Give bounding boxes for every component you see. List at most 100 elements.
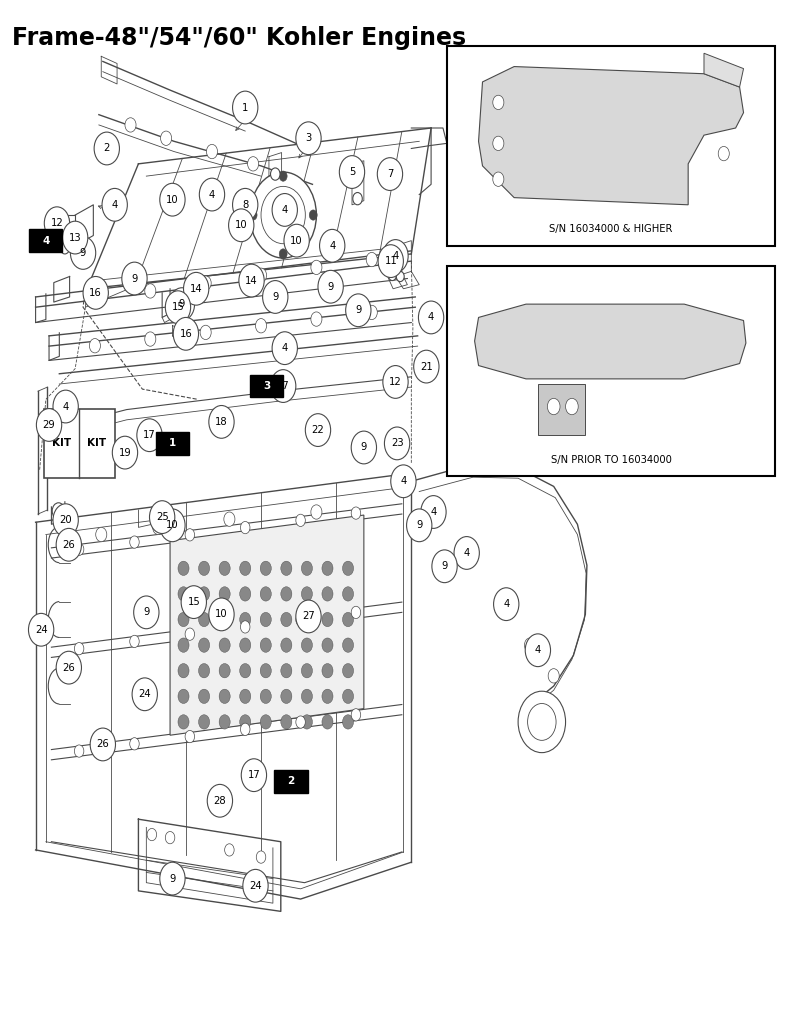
Text: 18: 18: [215, 417, 228, 427]
Circle shape: [132, 678, 157, 711]
Circle shape: [343, 664, 354, 678]
Circle shape: [199, 664, 210, 678]
Circle shape: [718, 146, 729, 161]
Circle shape: [149, 501, 175, 534]
Text: 16: 16: [180, 329, 192, 339]
Circle shape: [322, 561, 333, 575]
Circle shape: [173, 317, 199, 350]
Circle shape: [492, 290, 516, 321]
Text: 4: 4: [392, 251, 399, 261]
Circle shape: [74, 543, 84, 555]
Circle shape: [240, 638, 251, 652]
Text: 29: 29: [43, 420, 55, 430]
Circle shape: [199, 561, 210, 575]
Circle shape: [178, 715, 189, 729]
Circle shape: [219, 638, 230, 652]
Circle shape: [60, 216, 70, 228]
Text: 4: 4: [400, 476, 407, 486]
Bar: [447, 266, 775, 476]
Text: 22: 22: [312, 425, 324, 435]
Circle shape: [407, 509, 432, 542]
Circle shape: [301, 664, 312, 678]
Text: 4: 4: [503, 599, 509, 609]
Circle shape: [153, 520, 164, 535]
Text: 27: 27: [302, 611, 315, 622]
Circle shape: [351, 507, 361, 519]
Text: 12: 12: [51, 218, 63, 228]
Circle shape: [74, 744, 84, 757]
Circle shape: [497, 594, 508, 608]
Circle shape: [200, 326, 211, 340]
Text: 4: 4: [62, 401, 69, 412]
Text: 7: 7: [387, 169, 393, 179]
Circle shape: [309, 210, 317, 220]
Text: 10: 10: [166, 520, 179, 530]
Circle shape: [199, 178, 225, 211]
Text: 11: 11: [384, 256, 397, 266]
Circle shape: [493, 172, 504, 186]
Circle shape: [281, 689, 292, 703]
Circle shape: [238, 195, 244, 203]
Circle shape: [343, 689, 354, 703]
Circle shape: [145, 284, 156, 298]
Circle shape: [199, 689, 210, 703]
Circle shape: [219, 664, 230, 678]
Bar: [250, 375, 283, 397]
Circle shape: [322, 689, 333, 703]
Circle shape: [343, 715, 354, 729]
Text: 9: 9: [131, 273, 138, 284]
Text: 9: 9: [169, 873, 176, 884]
Circle shape: [122, 262, 147, 295]
Circle shape: [279, 171, 287, 181]
Circle shape: [378, 245, 403, 278]
Circle shape: [240, 587, 251, 601]
Circle shape: [178, 664, 189, 678]
Circle shape: [311, 505, 322, 519]
Circle shape: [178, 612, 189, 627]
Circle shape: [296, 514, 305, 526]
Circle shape: [301, 715, 312, 729]
Circle shape: [243, 869, 268, 902]
Circle shape: [281, 561, 292, 575]
Circle shape: [185, 730, 195, 742]
Circle shape: [240, 689, 251, 703]
Circle shape: [318, 270, 343, 303]
Circle shape: [90, 728, 115, 761]
Circle shape: [229, 209, 254, 242]
Text: 4: 4: [282, 205, 288, 215]
Circle shape: [518, 691, 566, 753]
Text: 9: 9: [327, 282, 334, 292]
Circle shape: [102, 188, 127, 221]
Circle shape: [199, 715, 210, 729]
Circle shape: [260, 587, 271, 601]
Circle shape: [125, 118, 136, 132]
Circle shape: [320, 229, 345, 262]
Circle shape: [178, 561, 189, 575]
Circle shape: [383, 366, 408, 398]
Text: 16: 16: [89, 288, 102, 298]
Text: 26: 26: [62, 540, 75, 550]
Circle shape: [322, 715, 333, 729]
Circle shape: [548, 669, 559, 683]
Circle shape: [240, 561, 251, 575]
Text: 19: 19: [119, 447, 131, 458]
Polygon shape: [704, 53, 744, 87]
Text: 4: 4: [428, 312, 434, 323]
Text: 13: 13: [69, 232, 81, 243]
Text: 26: 26: [97, 739, 109, 750]
Circle shape: [240, 723, 250, 735]
Circle shape: [249, 210, 257, 220]
Circle shape: [388, 270, 396, 281]
Circle shape: [199, 638, 210, 652]
Polygon shape: [479, 67, 744, 205]
Circle shape: [301, 612, 312, 627]
Circle shape: [96, 527, 107, 542]
Text: 15: 15: [187, 597, 200, 607]
Circle shape: [36, 409, 62, 441]
Text: 2: 2: [104, 143, 110, 154]
Circle shape: [160, 183, 185, 216]
Circle shape: [281, 715, 292, 729]
Circle shape: [454, 537, 479, 569]
Circle shape: [322, 587, 333, 601]
Text: 17: 17: [143, 430, 156, 440]
